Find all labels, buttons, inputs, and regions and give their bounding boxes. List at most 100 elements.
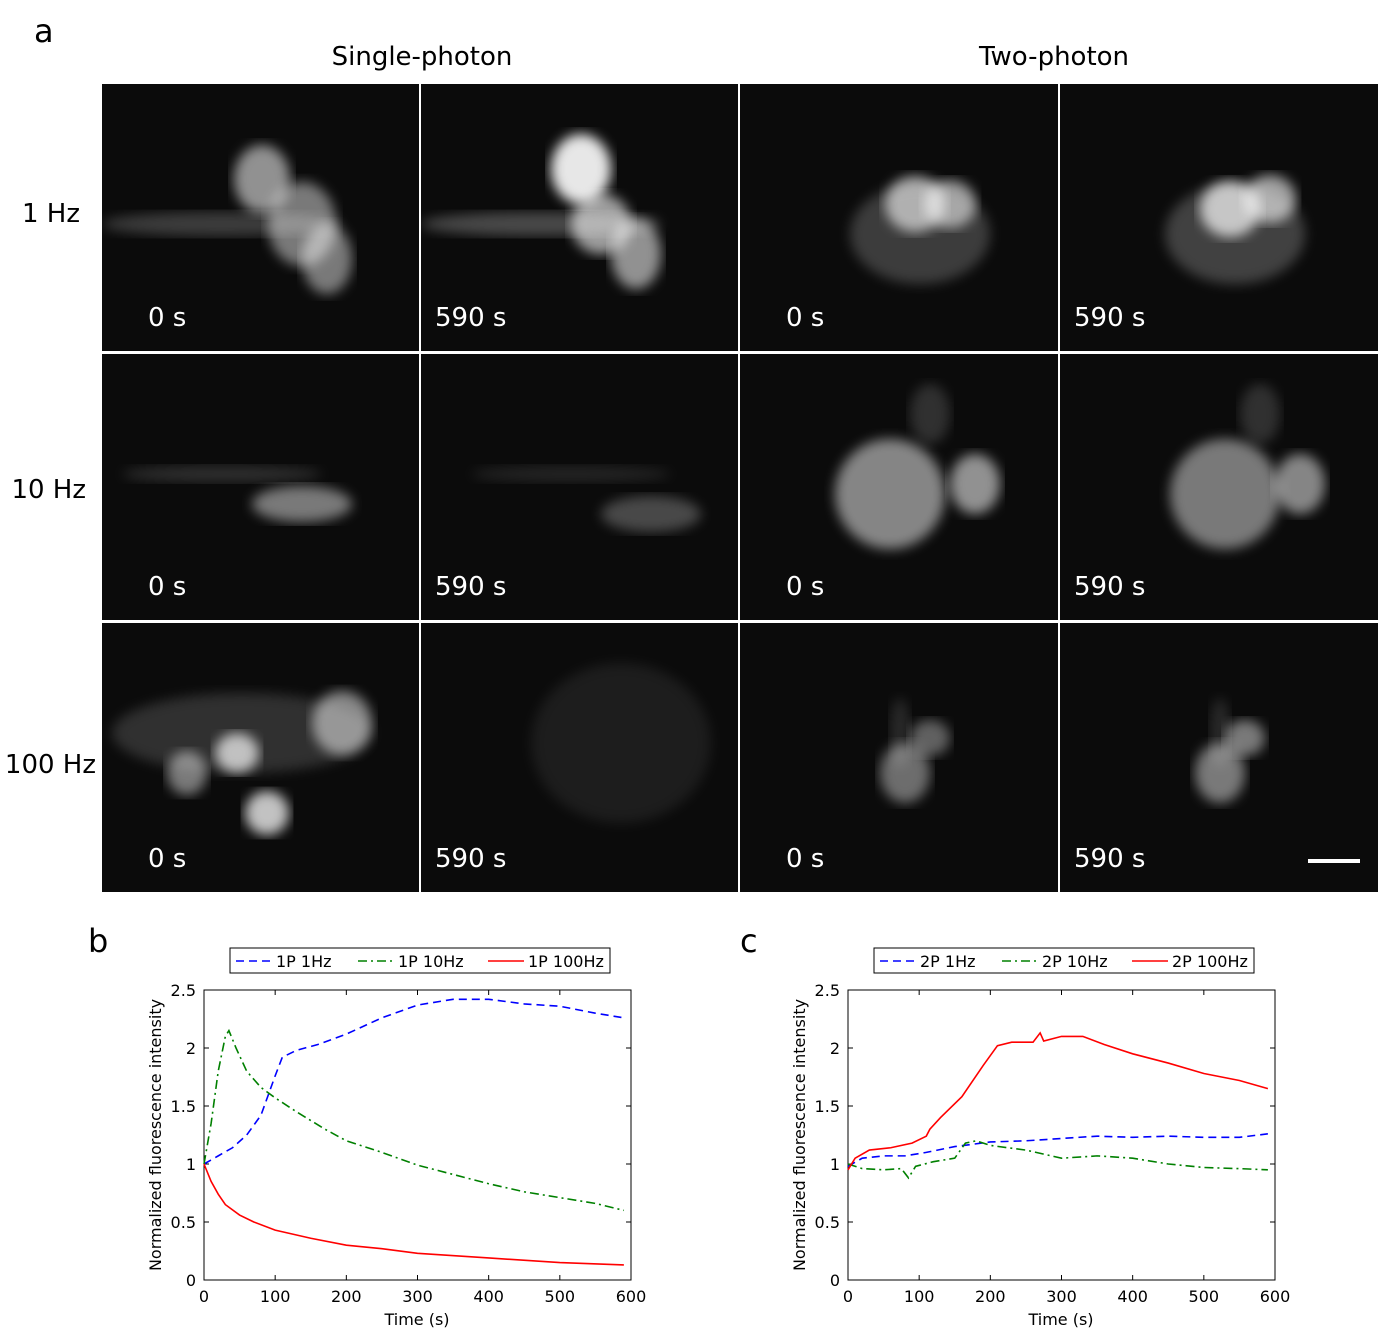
timepoint-label: 590 s bbox=[435, 844, 507, 874]
series-line-0 bbox=[203, 998, 625, 1165]
micrograph-1hz-col1: 0 s bbox=[102, 84, 419, 351]
series-lines bbox=[203, 998, 625, 1266]
timepoint-label: 0 s bbox=[148, 572, 187, 602]
y-axis-label: Normalized fluorescence intensity bbox=[790, 999, 809, 1271]
legend: 1P 1Hz 1P 10Hz 1P 100Hz bbox=[229, 947, 611, 974]
y-axis-label: Normalized fluorescence intensity bbox=[146, 999, 165, 1271]
y-tick-label: 0 bbox=[186, 1271, 196, 1290]
series-lines bbox=[847, 1031, 1269, 1180]
micrograph-100hz-col1: 0 s bbox=[102, 623, 419, 892]
legend: 2P 1Hz 2P 10Hz 2P 100Hz bbox=[873, 947, 1255, 974]
x-tick-label: 0 bbox=[843, 1287, 853, 1306]
tick-group: 0 100 200 300 400 500 600 0 0.5 1 1.5 2 2.5 bbox=[815, 981, 1291, 1306]
row-heading-1hz: 1 Hz bbox=[21, 199, 80, 229]
panel-label-a: a bbox=[34, 12, 54, 50]
cell-body-shape bbox=[551, 134, 611, 204]
cell-body-shape bbox=[1275, 454, 1325, 514]
cell-body-shape bbox=[302, 224, 352, 294]
y-tick-label: 2.5 bbox=[171, 981, 196, 1000]
panel-label-b: b bbox=[88, 922, 109, 960]
cell-body-shape bbox=[1225, 720, 1265, 756]
column-heading-two-photon: Two-photon bbox=[978, 42, 1130, 72]
legend-label: 1P 1Hz bbox=[276, 952, 332, 971]
x-tick-label: 100 bbox=[904, 1287, 935, 1306]
scale-bar bbox=[1308, 859, 1360, 863]
plot-frame bbox=[847, 989, 1276, 1281]
micrograph-100hz-col2: 590 s bbox=[421, 623, 738, 892]
timepoint-label: 590 s bbox=[1074, 844, 1146, 874]
legend-label: 1P 100Hz bbox=[528, 952, 604, 971]
x-tick-label: 500 bbox=[545, 1287, 576, 1306]
cell-body-shape bbox=[1165, 184, 1305, 284]
cell-body-shape bbox=[122, 466, 322, 482]
cell-body-shape bbox=[910, 384, 950, 444]
cell-body-shape bbox=[1240, 384, 1280, 444]
timepoint-label: 0 s bbox=[148, 303, 187, 333]
micrograph-10hz-col2: 590 s bbox=[421, 354, 738, 620]
cell-body-shape bbox=[1195, 743, 1245, 803]
y-tick-label: 1.5 bbox=[171, 1097, 196, 1116]
y-tick-label: 0.5 bbox=[171, 1213, 196, 1232]
series-line-2 bbox=[203, 1163, 624, 1266]
y-tick-label: 2 bbox=[830, 1039, 840, 1058]
cell-body-shape bbox=[102, 212, 342, 236]
y-tick-label: 2 bbox=[186, 1039, 196, 1058]
y-tick-label: 1 bbox=[830, 1155, 840, 1174]
timepoint-label: 590 s bbox=[1074, 572, 1146, 602]
legend-label: 2P 100Hz bbox=[1172, 952, 1248, 971]
x-tick-label: 400 bbox=[473, 1287, 504, 1306]
micrograph-100hz-col3: 0 s bbox=[740, 623, 1058, 892]
cell-body-shape bbox=[531, 663, 711, 823]
legend-box bbox=[229, 947, 611, 974]
legend-label: 2P 1Hz bbox=[920, 952, 976, 971]
series-line-1 bbox=[203, 1028, 625, 1212]
micrograph-10hz-col4: 590 s bbox=[1060, 354, 1378, 620]
cell-body-shape bbox=[890, 698, 910, 768]
series-line-1 bbox=[847, 1139, 1268, 1180]
cell-body-shape bbox=[1210, 698, 1230, 768]
legend-label: 2P 10Hz bbox=[1042, 952, 1108, 971]
x-tick-label: 100 bbox=[260, 1287, 291, 1306]
row-heading-10hz: 10 Hz bbox=[11, 475, 86, 505]
plot-frame bbox=[203, 989, 632, 1281]
cell-body-shape bbox=[850, 184, 990, 284]
cell-body-shape bbox=[471, 466, 671, 482]
cell-body-shape bbox=[234, 145, 290, 213]
cell-body-shape bbox=[835, 439, 945, 549]
micrograph-10hz-col1: 0 s bbox=[102, 354, 419, 620]
y-tick-label: 2.5 bbox=[815, 981, 840, 1000]
timepoint-label: 0 s bbox=[786, 844, 825, 874]
timepoint-label: 590 s bbox=[435, 303, 507, 333]
x-tick-label: 300 bbox=[402, 1287, 433, 1306]
y-tick-label: 0.5 bbox=[815, 1213, 840, 1232]
micrograph-10hz-col3: 0 s bbox=[740, 354, 1058, 620]
series-line-2 bbox=[847, 1031, 1269, 1171]
x-tick-label: 200 bbox=[331, 1287, 362, 1306]
microscopy-image-grid: 0 s 590 s 0 s 590 s 0 s 590 s 0 s 590 s 0 s 590 s… bbox=[102, 84, 1380, 892]
timepoint-label: 0 s bbox=[786, 572, 825, 602]
x-tick-label: 600 bbox=[1260, 1287, 1291, 1306]
cell-body-shape bbox=[245, 791, 289, 835]
cell-body-shape bbox=[1170, 439, 1280, 549]
row-heading-100hz: 100 Hz bbox=[4, 750, 96, 780]
y-tick-label: 1 bbox=[186, 1155, 196, 1174]
x-tick-label: 200 bbox=[975, 1287, 1006, 1306]
cell-body-shape bbox=[880, 743, 930, 803]
x-tick-label: 400 bbox=[1117, 1287, 1148, 1306]
cell-body-shape bbox=[611, 219, 661, 289]
cell-body-shape bbox=[910, 720, 950, 756]
legend-box bbox=[873, 947, 1255, 974]
x-tick-label: 0 bbox=[199, 1287, 209, 1306]
legend-label: 1P 10Hz bbox=[398, 952, 464, 971]
cell-body-shape bbox=[421, 212, 661, 236]
timepoint-label: 590 s bbox=[435, 572, 507, 602]
x-tick-label: 300 bbox=[1046, 1287, 1077, 1306]
timepoint-label: 0 s bbox=[786, 303, 825, 333]
micrograph-1hz-col4: 590 s bbox=[1060, 84, 1378, 351]
x-axis-label: Time (s) bbox=[1027, 1310, 1093, 1329]
cell-body-shape bbox=[112, 693, 372, 773]
y-tick-label: 0 bbox=[830, 1271, 840, 1290]
y-tick-label: 1.5 bbox=[815, 1097, 840, 1116]
